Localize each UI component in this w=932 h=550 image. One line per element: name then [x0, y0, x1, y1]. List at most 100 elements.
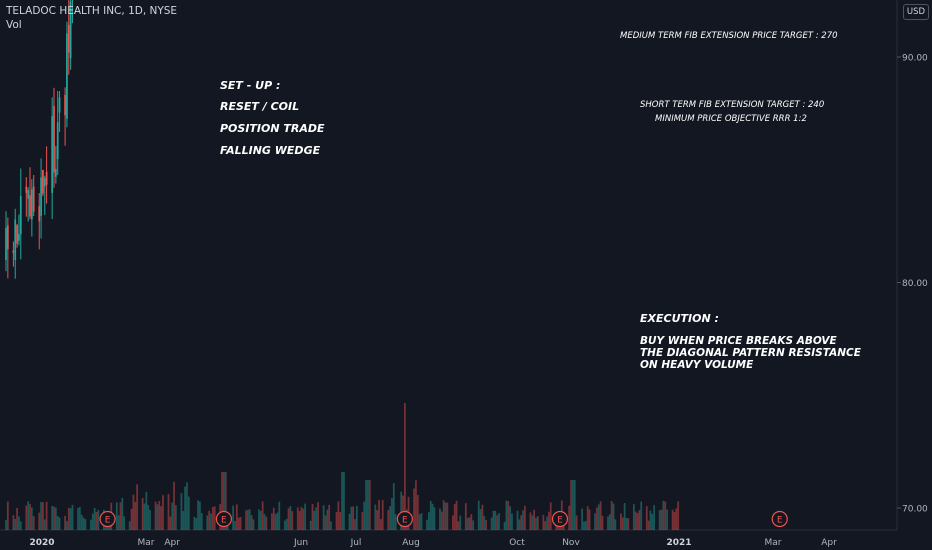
volume-bar [596, 507, 598, 530]
time-axis[interactable]: 2020 Mar Apr Jun Jul Aug Oct Nov 2021 Mar Apr [29, 538, 837, 548]
volume-bar [221, 472, 223, 530]
candle-body [56, 122, 59, 160]
volume-bar [392, 483, 395, 530]
volume-bar [627, 518, 630, 530]
candle-body [54, 168, 57, 177]
volume-bar [505, 500, 508, 530]
volume-bar [210, 513, 212, 530]
volume-bar [599, 501, 602, 530]
volume-bar [533, 509, 535, 530]
candle-body [5, 227, 7, 260]
volume-bar [199, 501, 201, 530]
volume-bar [265, 516, 268, 530]
earnings-marker [771, 510, 788, 528]
volume-bar [237, 517, 240, 530]
earnings-marker [215, 510, 232, 528]
volume-bar [368, 480, 371, 530]
volume-bar [658, 510, 661, 530]
volume-bar [468, 517, 471, 530]
volume-bar [647, 520, 650, 530]
volume-bar [367, 480, 369, 530]
volume-bar [119, 502, 122, 530]
earnings-marker-label: E [105, 516, 111, 526]
volume-bar [311, 503, 314, 530]
volume-bar [549, 502, 552, 530]
volume-bar [583, 521, 585, 530]
volume-bar [248, 509, 251, 530]
candle-body [16, 225, 18, 244]
medium-target-annotation: MEDIUM TERM FIB EXTENSION PRICE TARGET :… [620, 31, 838, 41]
volume-bar [66, 521, 68, 530]
volume-bar [18, 516, 20, 530]
execution-title: EXECUTION : [640, 312, 719, 325]
execution-annotation-line: BUY WHEN PRICE BREAKS ABOVE [640, 335, 838, 347]
time-axis-label: Mar [138, 538, 155, 548]
volume-bar [245, 510, 247, 530]
volume-bar [477, 500, 480, 530]
volume-bar [492, 510, 495, 530]
time-axis-label: Jun [293, 538, 308, 548]
volume-bar [149, 509, 151, 530]
currency-button[interactable]: USD [903, 4, 929, 20]
volume-bar [154, 501, 157, 530]
volume-bar [287, 508, 290, 530]
volume-bar [259, 510, 262, 530]
candle-body [12, 250, 15, 253]
volume-bar [677, 501, 680, 530]
volume-bar [64, 515, 66, 530]
volume-bar [485, 520, 487, 530]
volume-bar [529, 512, 532, 530]
volume-bar [121, 498, 124, 530]
volume-bar [415, 480, 417, 530]
volume-bar [660, 509, 663, 530]
volume-bar [84, 519, 87, 530]
volume-bar [387, 510, 390, 530]
volume-bar [147, 504, 150, 530]
volume-bar [381, 500, 384, 530]
volume-bar [481, 504, 484, 530]
volume-bar [71, 504, 74, 530]
volume-bar [653, 505, 656, 530]
volume-bar [141, 498, 144, 530]
volume-bar [632, 504, 635, 530]
volume-bar [117, 515, 120, 530]
volume-bar [175, 505, 177, 530]
volume-bar [363, 501, 366, 530]
volume-bar [350, 506, 353, 530]
volume-bar [296, 507, 299, 530]
volume-bar [416, 494, 419, 530]
candle-body [27, 190, 30, 199]
volume-bar [317, 502, 319, 530]
min-objective-annotation: MINIMUM PRICE OBJECTIVE RRR 1:2 [655, 114, 807, 124]
time-axis-label: Apr [164, 538, 180, 548]
volume-bar [535, 517, 537, 530]
volume-bar [19, 521, 22, 530]
price-axis[interactable]: 70.0080.0090.00100.00110.00120.00130.001… [897, 0, 932, 515]
price-tick-label: 90.00 [902, 54, 928, 64]
execution-annotation-line: ON HEAVY VOLUME [640, 359, 754, 371]
candle-body [40, 177, 42, 216]
volume-bar [511, 513, 513, 530]
volume-bar [610, 500, 613, 530]
candle-body [58, 97, 61, 113]
candle-body [29, 195, 31, 217]
volume-bar [433, 507, 436, 530]
volume-bar [309, 520, 312, 530]
candles [5, 0, 73, 279]
volume-bar [673, 511, 676, 530]
volume-bar [614, 519, 617, 530]
time-axis-label: 2020 [29, 538, 54, 548]
time-axis-label: 2021 [666, 538, 691, 548]
volume-bar [621, 517, 624, 530]
volume-bar [483, 515, 486, 530]
volume-bar [451, 515, 454, 530]
candle-body [51, 116, 54, 193]
volume-label: Vol [6, 19, 22, 31]
candle-body [38, 206, 41, 222]
time-axis-label: Nov [562, 538, 580, 548]
volume-bar [649, 510, 652, 530]
volume-bar [662, 500, 665, 530]
volume-bar [612, 503, 615, 530]
